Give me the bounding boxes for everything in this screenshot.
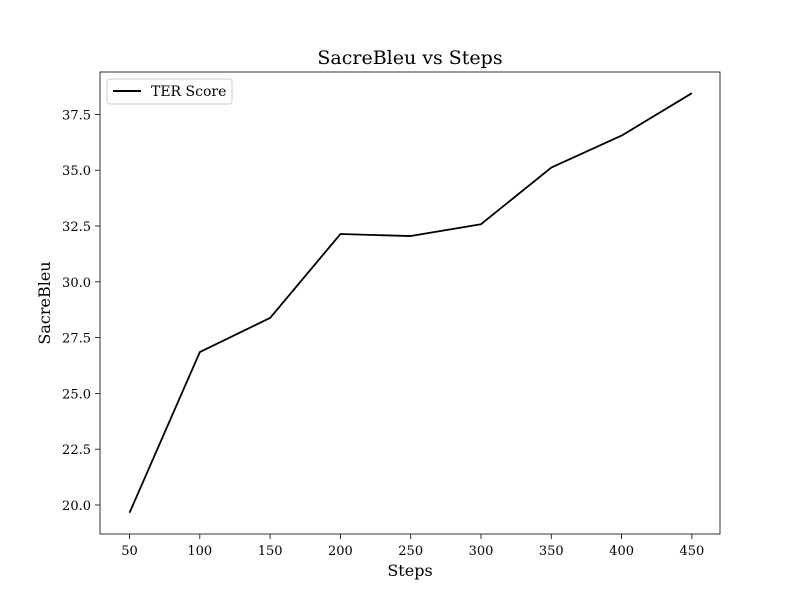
series-line-ter-score bbox=[128, 92, 693, 514]
y-tick-label: 27.5 bbox=[62, 332, 91, 347]
y-tick-label: 32.5 bbox=[62, 220, 91, 235]
x-tick-label: 400 bbox=[609, 544, 634, 559]
y-tick-label: 25.0 bbox=[62, 387, 91, 402]
x-tick-label: 350 bbox=[539, 544, 564, 559]
x-tick-label: 150 bbox=[258, 544, 283, 559]
y-tick-label: 22.5 bbox=[62, 443, 91, 458]
x-tick-label: 450 bbox=[679, 544, 704, 559]
x-tick-label: 250 bbox=[398, 544, 423, 559]
x-axis-label: Steps bbox=[387, 561, 432, 580]
legend-box bbox=[106, 78, 233, 105]
x-tick-label: 200 bbox=[328, 544, 353, 559]
x-tick-label: 100 bbox=[187, 544, 212, 559]
y-tick-label: 35.0 bbox=[62, 164, 91, 179]
x-axis: 50 100 150 200 250 300 350 400 450 bbox=[121, 534, 704, 559]
x-tick-label: 300 bbox=[469, 544, 494, 559]
x-tick-label: 50 bbox=[121, 544, 138, 559]
plot-frame bbox=[99, 71, 721, 535]
plot-area bbox=[100, 72, 720, 534]
y-axis: 20.0 22.5 25.0 27.5 30.0 32.5 35.0 37.5 bbox=[62, 108, 100, 514]
legend-label: TER Score bbox=[151, 84, 226, 100]
y-tick-label: 30.0 bbox=[62, 276, 91, 291]
chart-title: SacreBleu vs Steps bbox=[317, 47, 502, 69]
series-layer bbox=[128, 92, 693, 514]
legend: TER Score bbox=[106, 78, 233, 105]
y-tick-label: 37.5 bbox=[62, 108, 91, 123]
y-tick-label: 20.0 bbox=[62, 499, 91, 514]
y-axis-label: SacreBleu bbox=[35, 261, 54, 344]
